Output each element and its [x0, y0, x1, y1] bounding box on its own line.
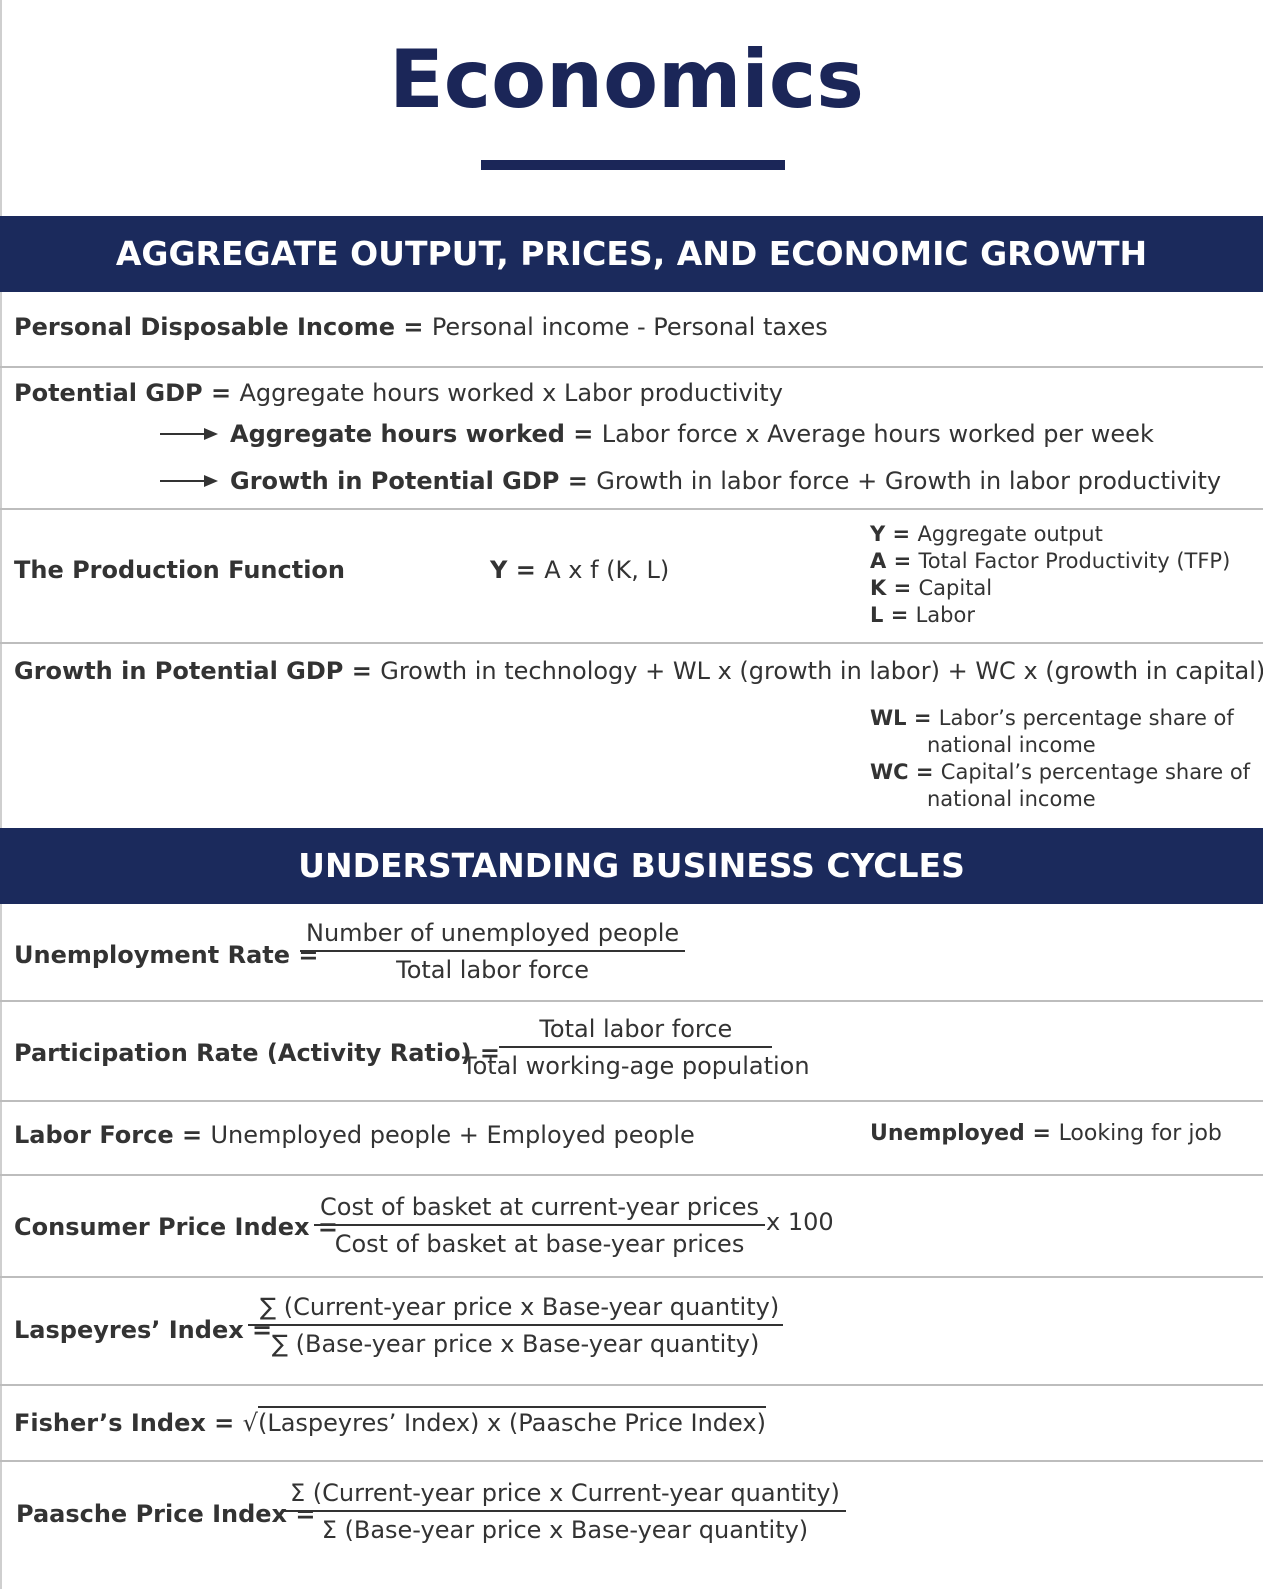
formula-text: A x f (K, L) [544, 556, 670, 584]
formula-var: Y [490, 556, 508, 584]
row-paasche-index: Paasche Price Index = Σ (Current-year pr… [0, 1462, 1263, 1587]
arrow-right-icon [160, 428, 218, 440]
fraction-denominator: Σ (Base-year price x Base-year quantity) [321, 1516, 809, 1544]
fraction-numerator: Σ (Current-year price x Current-year qua… [284, 1478, 846, 1512]
labor-force-label: Labor Force [14, 1121, 174, 1149]
page-title: Economics [389, 33, 864, 126]
paasche-label: Paasche Price Index = [16, 1500, 316, 1528]
row-participation-rate: Participation Rate (Activity Ratio) = To… [0, 1002, 1263, 1102]
row-personal-disposable-income: Personal Disposable Income = Personal in… [0, 292, 1263, 368]
participation-fraction: Total labor force Total working-age popu… [462, 1014, 810, 1081]
fisher-label: Fisher’s Index [14, 1409, 206, 1437]
pdi-label: Personal Disposable Income [14, 313, 395, 341]
aggregate-hours-label: Aggregate hours worked [230, 420, 565, 448]
row-consumer-price-index: Consumer Price Index = Cost of basket at… [0, 1176, 1263, 1278]
paasche-fraction: Σ (Current-year price x Current-year qua… [284, 1478, 846, 1545]
section-banner-aggregate-output: AGGREGATE OUTPUT, PRICES, AND ECONOMIC G… [0, 216, 1263, 292]
section-heading: UNDERSTANDING BUSINESS CYCLES [298, 846, 965, 885]
row-potential-gdp: Potential GDP = Aggregate hours worked x… [0, 368, 1263, 510]
unemployment-label: Unemployment Rate = [14, 941, 319, 969]
fraction-denominator: ∑ (Base-year price x Base-year quantity) [271, 1330, 760, 1358]
legend-item-wc: WC = Capital’s percentage share of [870, 760, 1251, 784]
production-function-label: The Production Function [14, 556, 345, 584]
legend-item: K = Capital [870, 576, 993, 600]
legend-item-wl: WL = Labor’s percentage share of [870, 706, 1234, 730]
left-border [0, 0, 2, 1589]
growth-gdp-formula: Growth in Potential GDP = Growth in tech… [14, 656, 1263, 686]
cpi-multiplier: x 100 [766, 1208, 834, 1236]
legend-item-wl-cont: national income [927, 733, 1096, 757]
growth-gdp-label: Growth in Potential GDP [14, 657, 344, 685]
row-laspeyres-index: Laspeyres’ Index = ∑ (Current-year price… [0, 1278, 1263, 1386]
growth-potential-gdp-text: Growth in labor force + Growth in labor … [596, 467, 1222, 495]
row-production-function: The Production Function Y = A x f (K, L)… [0, 510, 1263, 644]
fisher-text: (Laspeyres’ Index) x (Paasche Price Inde… [257, 1406, 766, 1437]
title-underline [481, 160, 785, 170]
cpi-fraction: Cost of basket at current-year prices Co… [314, 1192, 766, 1259]
potential-gdp-formula: Potential GDP = Aggregate hours worked x… [14, 378, 783, 408]
aggregate-hours-formula: Aggregate hours worked = Labor force x A… [230, 420, 1154, 448]
fraction-denominator: Cost of basket at base-year prices [334, 1230, 745, 1258]
sqrt-icon: √ [242, 1409, 258, 1437]
legend-item: L = Labor [870, 603, 975, 627]
cpi-label: Consumer Price Index = [14, 1213, 338, 1241]
row-unemployment-rate: Unemployment Rate = Number of unemployed… [0, 904, 1263, 1002]
laspeyres-fraction: ∑ (Current-year price x Base-year quanti… [248, 1292, 784, 1359]
row-labor-force: Labor Force = Unemployed people + Employ… [0, 1102, 1263, 1176]
growth-gdp-text: Growth in technology + WL x (growth in l… [380, 657, 1263, 685]
pdi-formula: Personal Disposable Income = Personal in… [14, 312, 828, 342]
fisher-formula: Fisher’s Index = √(Laspeyres’ Index) x (… [14, 1406, 766, 1438]
row-fisher-index: Fisher’s Index = √(Laspeyres’ Index) x (… [0, 1386, 1263, 1462]
fraction-numerator: Cost of basket at current-year prices [314, 1192, 766, 1226]
equals-sign: = [202, 379, 240, 407]
production-function-formula: Y = A x f (K, L) [490, 556, 670, 584]
unemployed-note: Unemployed = Looking for job [870, 1121, 1222, 1146]
fraction-denominator: Total working-age population [462, 1052, 810, 1080]
growth-potential-gdp-label: Growth in Potential GDP [230, 467, 560, 495]
potential-gdp-label: Potential GDP [14, 379, 203, 407]
section-heading: AGGREGATE OUTPUT, PRICES, AND ECONOMIC G… [115, 234, 1148, 273]
fraction-numerator: Total labor force [499, 1014, 773, 1048]
growth-potential-gdp-formula: Growth in Potential GDP = Growth in labo… [230, 467, 1222, 495]
pdi-text: Personal income - Personal taxes [431, 313, 828, 341]
fraction-denominator: Total labor force [396, 956, 590, 984]
unemployment-fraction: Number of unemployed people Total labor … [300, 918, 686, 985]
legend-item-wc-cont: national income [927, 787, 1096, 811]
potential-gdp-text: Aggregate hours worked x Labor productiv… [239, 379, 783, 407]
legend-item: Y = Aggregate output [870, 522, 1103, 546]
aggregate-hours-text: Labor force x Average hours worked per w… [601, 420, 1154, 448]
participation-label: Participation Rate (Activity Ratio) = [14, 1039, 501, 1067]
row-growth-potential-gdp: Growth in Potential GDP = Growth in tech… [0, 644, 1263, 826]
equals-sign: = [394, 313, 432, 341]
fraction-numerator: ∑ (Current-year price x Base-year quanti… [248, 1292, 784, 1326]
arrow-right-icon [160, 475, 218, 487]
laspeyres-label: Laspeyres’ Index = [14, 1316, 273, 1344]
section-banner-business-cycles: UNDERSTANDING BUSINESS CYCLES [0, 828, 1263, 904]
legend-item: A = Total Factor Productivity (TFP) [870, 549, 1231, 573]
labor-force-formula: Labor Force = Unemployed people + Employ… [14, 1121, 695, 1149]
labor-force-text: Unemployed people + Employed people [210, 1121, 695, 1149]
fraction-numerator: Number of unemployed people [300, 918, 686, 952]
